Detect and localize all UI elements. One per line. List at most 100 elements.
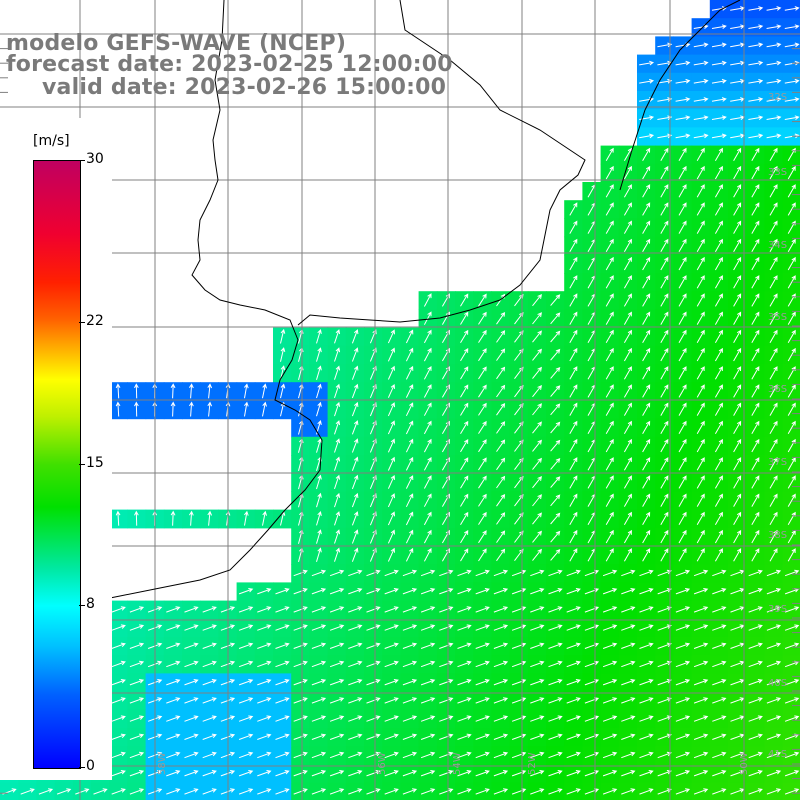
wind-arrow (423, 511, 432, 526)
wind-arrow (621, 606, 636, 613)
wind-arrow (129, 606, 145, 613)
wind-arrow (693, 42, 709, 48)
wind-arrow (621, 751, 636, 759)
wind-arrow (660, 384, 669, 398)
wind-arrow (111, 660, 126, 668)
wind-arrow (621, 679, 636, 686)
wind-arrow (605, 220, 614, 234)
wind-arrow (693, 97, 709, 102)
wind-arrow (566, 715, 581, 722)
wind-arrow (784, 624, 800, 631)
wind-arrow (257, 715, 272, 722)
wind-arrow (714, 457, 723, 471)
wind-arrow (675, 770, 691, 777)
wind-arrow (748, 770, 763, 777)
wind-arrow (478, 311, 487, 325)
wind-arrow (605, 511, 614, 526)
wind-arrow (115, 401, 121, 417)
wind-arrow (405, 402, 414, 417)
wind-arrow (733, 366, 742, 380)
coastline (0, 0, 741, 617)
wind-arrow (733, 402, 742, 416)
wind-arrow (642, 366, 651, 380)
wind-arrow (714, 256, 723, 271)
wind-arrow (496, 493, 506, 507)
wind-arrow (405, 529, 414, 544)
wind-arrow (623, 420, 632, 435)
wind-arrow (129, 770, 145, 777)
wind-arrow (387, 329, 395, 344)
wind-arrow (696, 293, 705, 307)
wind-arrow (693, 624, 709, 631)
wind-arrow (660, 238, 669, 253)
lon-label: 56W (377, 752, 388, 775)
lat-label: 32S (768, 92, 787, 103)
wind-arrow (405, 493, 414, 508)
wind-arrow (623, 275, 632, 289)
wind-arrow (329, 788, 345, 795)
wind-arrow (766, 6, 782, 11)
wind-arrow (657, 588, 672, 595)
wind-arrow (293, 788, 308, 795)
wind-arrow (511, 660, 527, 668)
wind-arrow (311, 715, 327, 722)
wind-arrow (605, 293, 614, 307)
wind-arrow (714, 384, 723, 398)
wind-arrow (623, 402, 632, 416)
wind-arrow (548, 569, 563, 577)
wind-arrow (787, 420, 796, 435)
wind-arrow (257, 606, 272, 613)
wind-arrow (605, 311, 614, 325)
wind-arrow (693, 588, 709, 595)
wind-arrow (423, 293, 432, 307)
wind-arrow (712, 715, 727, 722)
wind-arrow (660, 438, 669, 453)
wind-arrow (733, 256, 742, 271)
wind-arrow (657, 606, 672, 613)
wind-arrow (693, 606, 709, 613)
wind-arrow (423, 365, 432, 380)
wind-arrow (623, 256, 632, 271)
wind-arrow (712, 624, 727, 631)
wind-arrow (566, 624, 581, 631)
wind-arrow (423, 402, 432, 416)
wind-arrow (748, 569, 763, 577)
wind-arrow (766, 78, 782, 84)
wind-arrow (696, 184, 705, 198)
wind-arrow (566, 642, 581, 649)
wind-arrow (262, 401, 267, 417)
wind-arrow (784, 697, 800, 704)
colorbar-unit: [m/s] (33, 133, 70, 149)
wind-arrow (402, 733, 418, 740)
wind-arrow (660, 420, 669, 435)
wind-arrow (733, 165, 742, 180)
wind-arrow (457, 606, 472, 613)
wind-arrow (748, 78, 764, 84)
wind-arrow (751, 238, 760, 253)
wind-arrow (623, 457, 632, 471)
wind-arrow (712, 642, 727, 649)
wind-arrow (769, 329, 778, 344)
wind-arrow (316, 474, 322, 490)
wind-arrow (420, 679, 436, 686)
wind-arrow (405, 438, 414, 453)
wind-arrow (460, 511, 469, 525)
wind-arrow (751, 420, 760, 435)
wind-arrow (657, 715, 672, 722)
wind-arrow (457, 751, 472, 759)
wind-arrow (605, 548, 614, 562)
wind-arrow (475, 642, 490, 649)
wind-arrow (784, 770, 800, 777)
wind-arrow (748, 6, 764, 11)
wind-arrow (642, 548, 651, 562)
wind-arrow (460, 493, 469, 507)
wind-arrow (693, 751, 709, 759)
wind-arrow (642, 329, 651, 344)
wind-arrow (751, 147, 760, 162)
wind-arrow (405, 420, 414, 435)
wind-arrow (769, 184, 778, 198)
wind-arrow (475, 770, 490, 777)
wind-arrow (675, 78, 691, 84)
wind-arrow (675, 697, 691, 704)
